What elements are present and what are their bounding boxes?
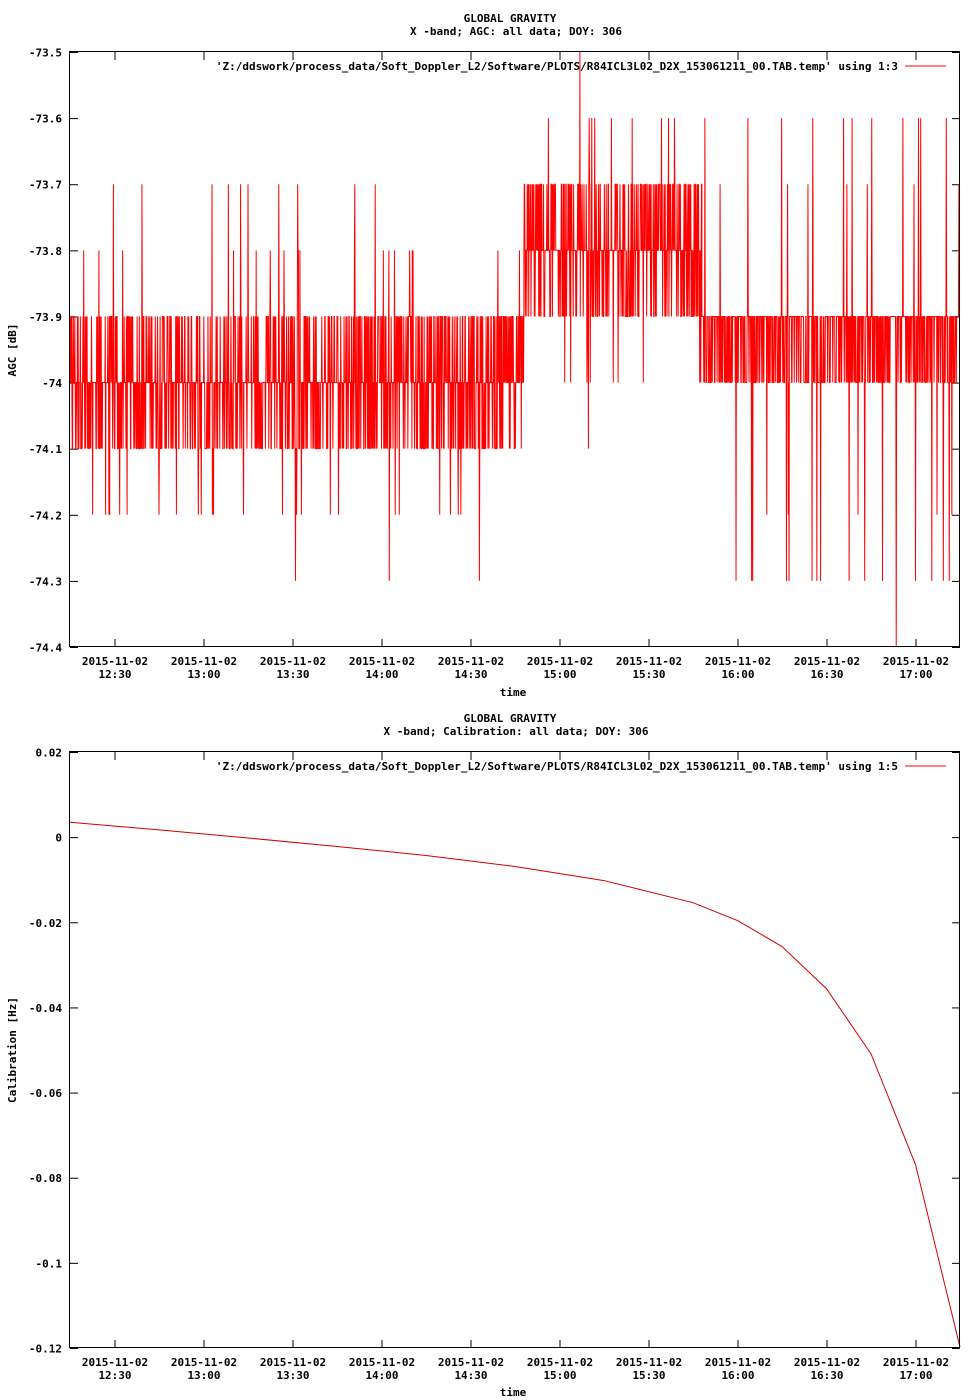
legend-entry: 'Z:/ddswork/process_data/Soft_Doppler_L2… [216, 760, 898, 773]
x-tick-date-label: 2015-11-02 [883, 655, 949, 668]
x-tick-date-label: 2015-11-02 [171, 1356, 237, 1369]
x-tick-date-label: 2015-11-02 [794, 1356, 860, 1369]
x-tick-time-label: 16:30 [810, 1369, 843, 1382]
x-tick-time-label: 13:30 [276, 668, 309, 681]
x-tick-date-label: 2015-11-02 [260, 655, 326, 668]
y-tick-label: -0.06 [29, 1087, 62, 1100]
x-tick-date-label: 2015-11-02 [438, 655, 504, 668]
chart-title: GLOBAL GRAVITY [464, 712, 557, 725]
x-tick-time-label: 16:00 [721, 1369, 754, 1382]
x-tick-date-label: 2015-11-02 [705, 1356, 771, 1369]
x-tick-date-label: 2015-11-02 [794, 655, 860, 668]
x-tick-time-label: 13:00 [187, 1369, 220, 1382]
x-tick-time-label: 15:30 [632, 668, 665, 681]
x-tick-time-label: 14:30 [454, 1369, 487, 1382]
x-tick-date-label: 2015-11-02 [705, 655, 771, 668]
x-tick-date-label: 2015-11-02 [527, 655, 593, 668]
x-axis-label: time [500, 686, 527, 699]
plot-frame [69, 51, 960, 647]
x-tick-time-label: 15:30 [632, 1369, 665, 1382]
y-tick-label: -73.5 [29, 47, 62, 60]
y-tick-label: -0.02 [29, 917, 62, 930]
legend-entry: 'Z:/ddswork/process_data/Soft_Doppler_L2… [216, 60, 898, 73]
y-tick-label: -0.1 [36, 1257, 63, 1270]
x-tick-time-label: 16:00 [721, 668, 754, 681]
agc-chart: GLOBAL GRAVITY X -band; AGC: all data; D… [6, 12, 960, 699]
x-tick-date-label: 2015-11-02 [616, 1356, 682, 1369]
y-tick-label: -74.1 [29, 443, 62, 456]
x-tick-time-label: 15:00 [543, 668, 576, 681]
x-tick-time-label: 17:00 [899, 668, 932, 681]
y-tick-label: -74.2 [29, 509, 62, 522]
chart-title: GLOBAL GRAVITY [464, 12, 557, 25]
x-tick-date-label: 2015-11-02 [883, 1356, 949, 1369]
x-tick-time-label: 13:00 [187, 668, 220, 681]
y-tick-label: -74.4 [29, 642, 62, 655]
calibration-series-line [69, 821, 961, 1348]
x-tick-date-label: 2015-11-02 [527, 1356, 593, 1369]
x-tick-time-label: 13:30 [276, 1369, 309, 1382]
chart-subtitle: X -band; AGC: all data; DOY: 306 [410, 25, 622, 38]
x-axis-label: time [500, 1386, 527, 1399]
x-tick-date-label: 2015-11-02 [171, 655, 237, 668]
y-tick-label: -73.8 [29, 245, 62, 258]
calibration-chart: GLOBAL GRAVITY X -band; Calibration: all… [6, 712, 961, 1399]
x-tick-date-label: 2015-11-02 [82, 1356, 148, 1369]
y-tick-label: -0.12 [29, 1343, 62, 1356]
y-tick-label: -74.3 [29, 575, 62, 588]
x-tick-time-label: 14:30 [454, 668, 487, 681]
x-tick-time-label: 16:30 [810, 668, 843, 681]
x-tick-time-label: 15:00 [543, 1369, 576, 1382]
x-tick-time-label: 14:00 [365, 668, 398, 681]
y-tick-label: -73.9 [29, 311, 62, 324]
y-tick-label: -0.08 [29, 1172, 62, 1185]
x-tick-date-label: 2015-11-02 [616, 655, 682, 668]
x-tick-time-label: 17:00 [899, 1369, 932, 1382]
chart-subtitle: X -band; Calibration: all data; DOY: 306 [384, 725, 649, 738]
x-tick-date-label: 2015-11-02 [260, 1356, 326, 1369]
x-tick-date-label: 2015-11-02 [349, 655, 415, 668]
y-tick-label: -74 [42, 377, 62, 390]
x-tick-time-label: 12:30 [98, 1369, 131, 1382]
x-tick-time-label: 14:00 [365, 1369, 398, 1382]
y-tick-label: -0.04 [29, 1002, 62, 1015]
agc-series-line [69, 51, 960, 648]
x-tick-date-label: 2015-11-02 [438, 1356, 504, 1369]
x-tick-date-label: 2015-11-02 [349, 1356, 415, 1369]
x-tick-date-label: 2015-11-02 [82, 655, 148, 668]
plot-frame [69, 751, 960, 1348]
y-tick-label: -73.7 [29, 179, 62, 192]
y-tick-label: 0 [55, 832, 62, 845]
y-axis-label: Calibration [Hz] [6, 997, 19, 1103]
y-axis-label: AGC [dB] [6, 324, 19, 377]
y-tick-label: -73.6 [29, 113, 62, 126]
y-tick-label: 0.02 [36, 747, 63, 760]
x-tick-time-label: 12:30 [98, 668, 131, 681]
